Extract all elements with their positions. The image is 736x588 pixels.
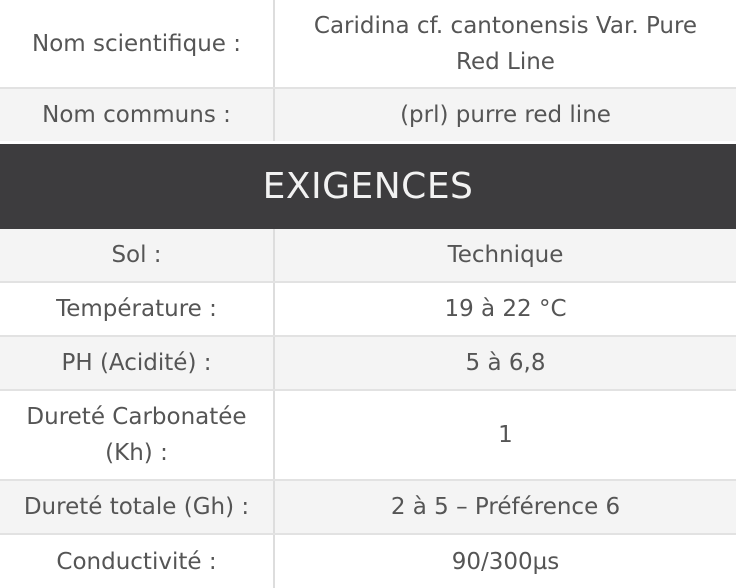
row-value: 90/300µs bbox=[273, 535, 736, 588]
row-value: (prl) purre red line bbox=[273, 89, 736, 141]
row-label: Conductivité : bbox=[56, 548, 217, 575]
section-header: EXIGENCES bbox=[0, 141, 736, 229]
section-header-title: EXIGENCES bbox=[262, 166, 474, 207]
row-value: 5 à 6,8 bbox=[273, 337, 736, 389]
row-label: PH (Acidité) : bbox=[61, 350, 212, 376]
row-value: 2 à 5 – Préférence 6 bbox=[273, 481, 736, 533]
table-row-temperature: Température : 19 à 22 °C bbox=[0, 283, 736, 337]
row-value: 19 à 22 °C bbox=[273, 283, 736, 335]
row-value: Caridina cf. cantonensis Var. Pure Red L… bbox=[273, 0, 736, 87]
table-row-gh: Dureté totale (Gh) : 2 à 5 – Préférence … bbox=[0, 481, 736, 535]
table-row-common-name: Nom communs : (prl) purre red line bbox=[0, 89, 736, 141]
row-label: Température : bbox=[56, 296, 217, 322]
table-row-scientific-name: Nom scientifique : Caridina cf. cantonen… bbox=[0, 0, 736, 89]
row-label: Sol : bbox=[111, 242, 162, 268]
row-label: Dureté Carbonatée (Kh) : bbox=[26, 404, 247, 466]
table-row-soil: Sol : Technique bbox=[0, 229, 736, 283]
row-label: Dureté totale (Gh) : bbox=[23, 494, 250, 520]
row-label: Nom communs : bbox=[42, 102, 231, 128]
table-row-conductivity: Conductivité : 90/300µs bbox=[0, 535, 736, 588]
table-row-ph: PH (Acidité) : 5 à 6,8 bbox=[0, 337, 736, 391]
row-label: Nom scientifique : bbox=[31, 30, 242, 57]
table-row-kh: Dureté Carbonatée (Kh) : 1 bbox=[0, 391, 736, 481]
row-value: 1 bbox=[273, 391, 736, 479]
row-value: Technique bbox=[273, 229, 736, 281]
